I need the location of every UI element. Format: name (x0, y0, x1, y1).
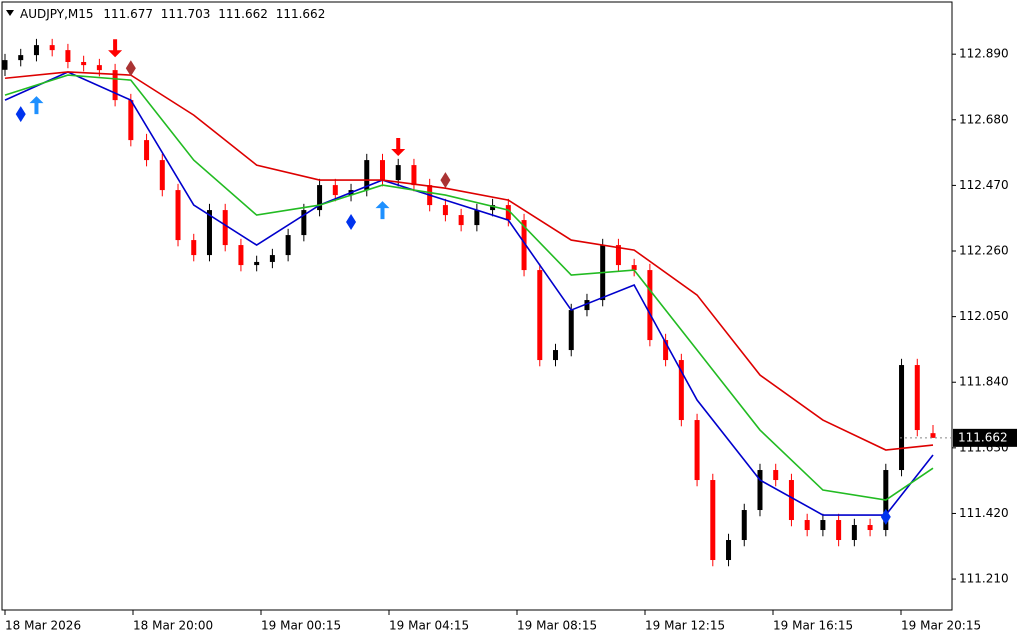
candle-body (411, 165, 417, 186)
candle-body (2, 60, 8, 70)
down-arrow (108, 39, 123, 58)
price-label: 111.662 (958, 430, 1008, 444)
candle-body (81, 61, 87, 66)
candle-body (914, 365, 920, 431)
candle-body (317, 185, 323, 211)
x-tick-label: 18 Mar 2026 (5, 619, 81, 633)
candle-body (851, 525, 857, 541)
candle-body (537, 270, 543, 361)
candle-body (615, 245, 621, 266)
diamond (125, 60, 136, 77)
candle-body (757, 470, 763, 511)
candle-body (788, 480, 794, 521)
x-tick-label: 19 Mar 00:15 (261, 619, 341, 633)
candle-body (553, 350, 559, 361)
candle-body (285, 235, 291, 256)
candle-body (930, 433, 936, 438)
x-tick-label: 19 Mar 16:15 (773, 619, 853, 633)
candle-body (584, 300, 590, 311)
last-open: 111.677 (103, 7, 153, 21)
y-tick-label: 112.680 (959, 112, 1009, 126)
candle-body (490, 205, 496, 211)
candle-body (694, 420, 700, 481)
candle-body (254, 261, 260, 266)
y-tick-label: 111.840 (959, 375, 1009, 389)
x-tick-label: 19 Mar 04:15 (389, 619, 469, 633)
candle-body (65, 50, 71, 62)
candle-body (773, 470, 779, 481)
candle-body (159, 160, 165, 191)
candle-body (836, 520, 842, 541)
up-arrow (375, 201, 390, 220)
candle-body (741, 510, 747, 541)
candle-body (663, 340, 669, 361)
candle-body (332, 185, 338, 196)
moving-average (4, 71, 934, 451)
candle-body (96, 65, 102, 71)
candle-body (18, 55, 24, 61)
candle-body (269, 255, 275, 262)
price-box (953, 428, 1017, 447)
candle-body (820, 520, 826, 531)
candle-body (175, 190, 181, 241)
y-tick-label: 111.420 (959, 506, 1009, 520)
candle-body (804, 520, 810, 531)
y-tick-label: 112.260 (959, 244, 1009, 258)
candle-body (364, 160, 370, 191)
candle-body (222, 210, 228, 246)
candle-body (631, 265, 637, 271)
last-low: 111.662 (218, 7, 268, 21)
chart-header: AUDJPY,M15 111.677 111.703 111.662 111.6… (20, 7, 325, 21)
down-arrow (391, 137, 406, 156)
candle-body (647, 270, 653, 341)
x-tick-label: 19 Mar 08:15 (517, 619, 597, 633)
candle-body (112, 70, 118, 101)
candle-body (49, 45, 55, 51)
last-high: 111.703 (161, 7, 211, 21)
candle-body (726, 540, 732, 561)
x-tick-label: 19 Mar 12:15 (645, 619, 725, 633)
candle-body (710, 480, 716, 561)
diamond (880, 508, 891, 525)
diamond (346, 213, 357, 230)
candle-body (867, 525, 873, 531)
candle-body (301, 210, 307, 236)
candle-body (474, 210, 480, 226)
plot-frame (1, 1, 953, 611)
candle-body (899, 365, 905, 471)
up-arrow (29, 96, 44, 115)
candle-body (144, 140, 150, 161)
candle-body (458, 215, 464, 226)
candle-body (678, 360, 684, 421)
candle-body (521, 220, 527, 271)
candle-body (206, 210, 212, 256)
moving-average (4, 71, 934, 516)
symbol: AUDJPY,M15 (20, 7, 94, 21)
candle-body (128, 100, 134, 141)
last-close: 111.662 (276, 7, 326, 21)
moving-average (4, 74, 934, 501)
diamond (440, 172, 451, 189)
candle-body (191, 240, 197, 256)
y-tick-label: 112.890 (959, 47, 1009, 61)
y-tick-label: 112.470 (959, 178, 1009, 192)
diamond (15, 106, 26, 123)
x-tick-label: 19 Mar 20:15 (901, 619, 981, 633)
candle-body (505, 205, 511, 221)
y-tick-label: 111.210 (959, 572, 1009, 586)
candle-body (568, 310, 574, 351)
candle-body (395, 165, 401, 181)
candle-body (238, 245, 244, 266)
x-tick-label: 18 Mar 20:00 (133, 619, 213, 633)
menu-triangle[interactable] (6, 10, 14, 16)
y-tick-label: 112.050 (959, 309, 1009, 323)
candle-body (442, 205, 448, 216)
candle-body (379, 160, 385, 181)
candle-body (33, 45, 39, 56)
